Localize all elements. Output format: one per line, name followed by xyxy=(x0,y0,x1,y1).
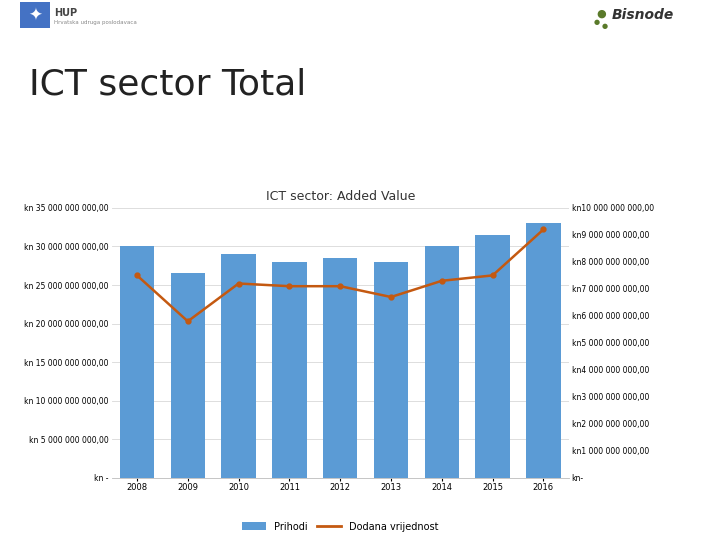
Text: ●: ● xyxy=(601,23,608,29)
Text: ●: ● xyxy=(593,18,600,25)
Bar xyxy=(272,262,307,478)
Text: HUP: HUP xyxy=(54,8,77,18)
Bar xyxy=(374,262,408,478)
Text: ●: ● xyxy=(596,9,606,18)
Bar xyxy=(323,258,357,478)
Text: Hrvatska udruga poslodavaca: Hrvatska udruga poslodavaca xyxy=(54,20,137,25)
Bar xyxy=(120,246,154,478)
Bar xyxy=(221,254,256,478)
Text: ICT sector Total: ICT sector Total xyxy=(29,68,306,102)
Bar xyxy=(171,273,205,478)
Title: ICT sector: Added Value: ICT sector: Added Value xyxy=(266,190,415,202)
Text: Bisnode: Bisnode xyxy=(612,8,674,22)
Bar xyxy=(475,235,510,478)
Legend: Prihodi, Dodana vrijednost: Prihodi, Dodana vrijednost xyxy=(238,518,443,536)
Bar xyxy=(425,246,459,478)
Bar xyxy=(526,224,561,478)
Text: ✦: ✦ xyxy=(28,6,42,24)
